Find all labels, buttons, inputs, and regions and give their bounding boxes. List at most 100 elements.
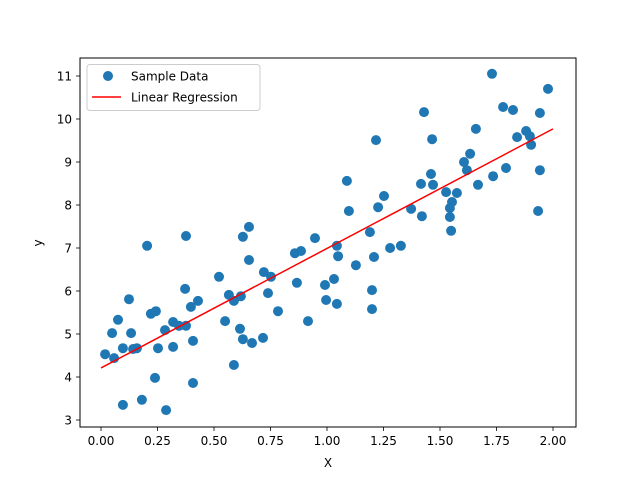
data-point — [369, 252, 379, 262]
data-point — [107, 328, 118, 339]
data-point — [406, 203, 417, 214]
data-point — [136, 394, 147, 405]
data-point — [273, 306, 283, 317]
data-point — [341, 175, 352, 186]
data-point — [329, 274, 339, 284]
data-point — [303, 316, 313, 327]
x-tick-label: 1.50 — [427, 434, 454, 448]
data-point — [181, 320, 191, 331]
data-point — [237, 231, 248, 242]
y-axis-ticks: 3 4 5 6 7 8 9 10 11 — [57, 70, 80, 428]
legend-marker-icon — [103, 71, 113, 81]
data-point — [487, 68, 497, 79]
x-tick-label: 2.00 — [540, 434, 567, 448]
legend-box — [86, 64, 261, 111]
data-point — [228, 360, 239, 370]
x-axis-label: X — [324, 456, 332, 470]
data-point — [444, 212, 455, 222]
data-point — [263, 288, 273, 299]
data-point — [185, 301, 196, 312]
data-point — [150, 306, 161, 317]
data-point — [113, 314, 123, 325]
y-tick-label: 11 — [57, 70, 72, 84]
data-point — [543, 83, 553, 94]
data-point — [512, 132, 523, 143]
data-point — [343, 206, 354, 216]
data-point — [235, 291, 246, 302]
y-tick-label: 7 — [64, 242, 72, 256]
data-point — [247, 338, 257, 348]
data-point — [258, 332, 268, 343]
data-point — [117, 399, 128, 410]
data-point — [385, 243, 396, 253]
y-tick-label: 3 — [64, 414, 72, 428]
data-point — [126, 328, 137, 339]
data-point — [142, 240, 153, 251]
data-point — [416, 178, 426, 189]
x-tick-label: 1.00 — [314, 434, 341, 448]
data-point — [367, 304, 377, 315]
data-point — [428, 179, 438, 190]
data-point — [473, 179, 483, 190]
data-point — [524, 131, 535, 142]
data-point — [534, 108, 545, 118]
data-point — [534, 165, 545, 176]
data-point — [320, 280, 330, 290]
y-tick-label: 9 — [64, 156, 72, 170]
data-point — [214, 271, 224, 282]
data-point — [533, 206, 544, 216]
data-point — [419, 107, 429, 118]
data-point — [446, 225, 457, 236]
data-point — [291, 277, 302, 288]
data-point — [459, 157, 469, 167]
data-point — [427, 134, 438, 145]
x-tick-label: 0.25 — [144, 434, 171, 448]
data-point — [379, 191, 389, 201]
data-point — [416, 211, 427, 222]
axes-frame — [79, 57, 577, 428]
x-tick-label: 0.50 — [201, 434, 228, 448]
data-point — [168, 341, 179, 352]
data-point — [488, 171, 499, 182]
y-tick-label: 6 — [64, 285, 72, 299]
data-point — [498, 102, 509, 112]
y-tick-label: 8 — [64, 199, 72, 213]
regression-line — [100, 128, 554, 369]
data-point — [220, 316, 231, 327]
y-tick-label: 5 — [64, 328, 72, 342]
data-point — [188, 378, 198, 388]
y-tick-label: 10 — [57, 113, 72, 127]
data-point — [451, 188, 462, 198]
data-point — [331, 298, 342, 309]
data-point — [235, 323, 245, 334]
x-axis-ticks: 0.00 0.25 0.50 0.75 1.00 1.25 1.50 1.75 2.00 — [88, 427, 567, 448]
data-point — [296, 246, 306, 256]
data-point — [331, 240, 342, 251]
data-point — [371, 135, 381, 146]
legend-label-sample-data: Sample Data — [131, 70, 208, 84]
data-point — [117, 343, 128, 354]
y-tick-label: 4 — [64, 371, 72, 385]
data-point — [109, 353, 120, 364]
legend-label-linear-regression: Linear Regression — [131, 91, 238, 105]
data-point — [310, 233, 320, 244]
data-point — [426, 169, 436, 179]
data-point — [193, 295, 203, 306]
data-point — [465, 148, 476, 159]
data-point — [367, 285, 377, 296]
data-point — [395, 240, 406, 251]
x-tick-label: 0.00 — [88, 434, 115, 448]
x-tick-label: 1.75 — [483, 434, 510, 448]
data-point — [124, 294, 134, 305]
x-tick-label: 0.75 — [257, 434, 284, 448]
data-point — [373, 202, 384, 213]
data-point — [244, 221, 254, 232]
legend: Sample Data Linear Regression — [86, 64, 261, 111]
data-point — [237, 334, 248, 345]
data-point — [501, 163, 511, 173]
x-tick-label: 1.25 — [370, 434, 397, 448]
data-point — [244, 255, 254, 265]
data-point — [444, 203, 455, 213]
